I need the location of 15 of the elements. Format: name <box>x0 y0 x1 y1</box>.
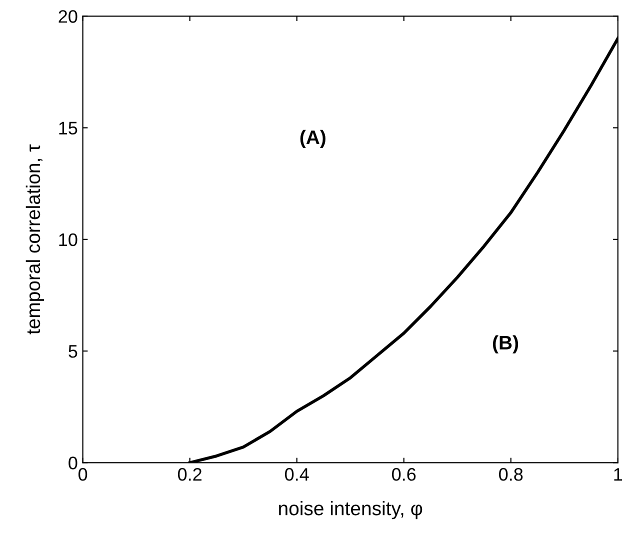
y-tick-label: 20 <box>58 10 78 23</box>
x-tick-label: 0.4 <box>285 468 309 481</box>
x-tick-label: 0.8 <box>499 468 523 481</box>
x-tick-label: 0.2 <box>178 468 202 481</box>
x-tick-label: 1 <box>614 468 622 481</box>
y-tick-label: 15 <box>59 122 78 134</box>
x-tick-label: 0 <box>78 468 88 481</box>
x-tick-label: 0.6 <box>392 468 416 481</box>
annotation: (B) <box>492 335 518 354</box>
y-tick-label: 10 <box>59 233 78 246</box>
x-axis-title: noise intensity, φ <box>279 501 422 520</box>
y-tick-label: 5 <box>68 345 78 358</box>
y-tick-label: 0 <box>68 456 78 470</box>
annotation: (A) <box>300 130 326 148</box>
y-axis-title: temporal correlation, τ <box>26 144 44 334</box>
